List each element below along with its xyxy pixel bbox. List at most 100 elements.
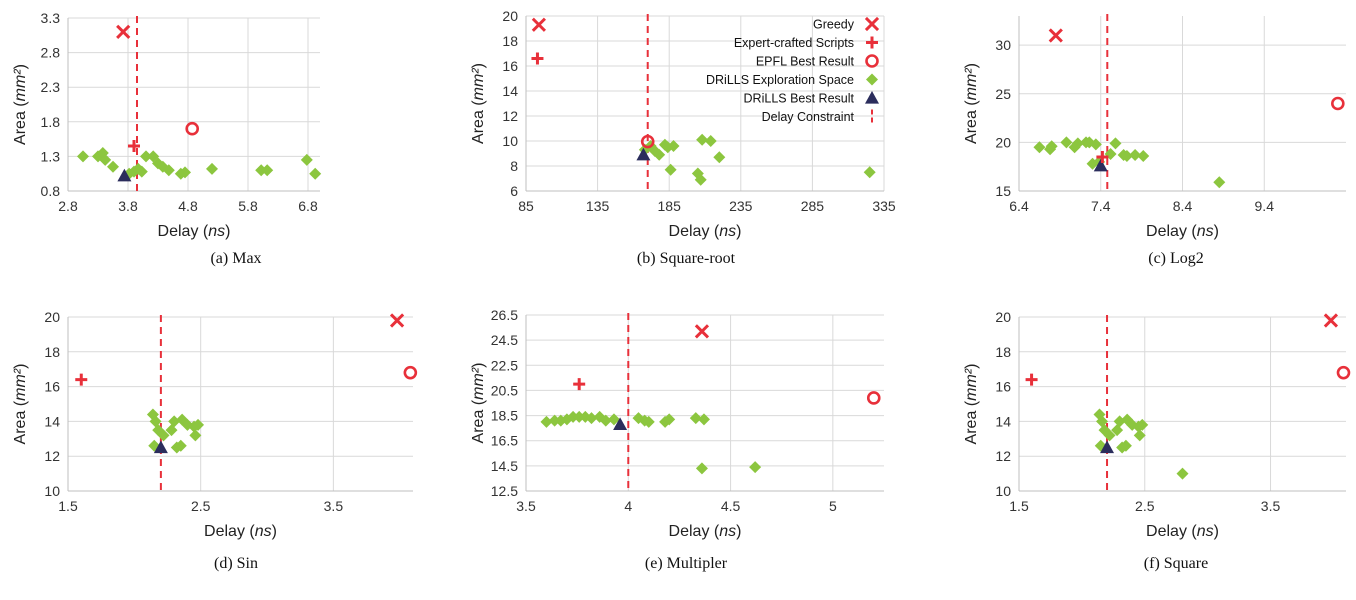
drills-best-point bbox=[117, 168, 132, 182]
exploration-point bbox=[1096, 415, 1109, 428]
exploration-point bbox=[1129, 149, 1142, 162]
drills-best-point bbox=[636, 147, 651, 161]
x-tick-label: 2.8 bbox=[58, 198, 78, 214]
y-tick-label: 8 bbox=[510, 158, 518, 174]
y-tick-label: 3.3 bbox=[41, 10, 61, 26]
exploration-point bbox=[309, 167, 322, 180]
y-tick-label: 24.5 bbox=[491, 332, 518, 348]
y-tick-label: 16 bbox=[995, 379, 1011, 395]
exploration-point bbox=[653, 148, 666, 161]
x-tick-label: 4.5 bbox=[721, 498, 741, 514]
y-tick-label: 14.5 bbox=[491, 458, 518, 474]
exploration-point bbox=[1033, 141, 1046, 154]
y-tick-label: 20 bbox=[44, 309, 60, 325]
expert-script-point bbox=[573, 378, 586, 391]
x-tick-label: 8.4 bbox=[1173, 198, 1193, 214]
epfl-best-point bbox=[640, 134, 655, 149]
exploration-point bbox=[179, 166, 191, 179]
legend-label-explore: DRiLLS Exploration Space bbox=[706, 73, 854, 87]
drills-best-point bbox=[153, 440, 168, 454]
x-axis-title: Delay (ns) bbox=[669, 523, 742, 540]
exploration-point bbox=[149, 415, 162, 428]
exploration-point bbox=[642, 415, 655, 428]
y-axis-title: Area (mm²) bbox=[470, 363, 487, 444]
panel-caption: (f) Square bbox=[1144, 555, 1208, 572]
y-tick-label: 20 bbox=[502, 8, 518, 24]
legend-marker-explore bbox=[866, 73, 878, 86]
y-tick-label: 16 bbox=[502, 58, 518, 74]
exploration-point bbox=[99, 153, 112, 166]
exploration-point bbox=[1089, 138, 1102, 151]
x-tick-label: 2.5 bbox=[191, 498, 211, 514]
legend-label-epfl: EPFL Best Result bbox=[756, 55, 855, 69]
expert-script-point bbox=[1096, 150, 1109, 163]
panel-caption: (a) Max bbox=[210, 250, 261, 267]
scatter-panel-1: 0.8 1.3 1.8 2.3 2.8 3.3 2.8 3.8 4.8 5.8 6.8 Delay (… bbox=[12, 10, 322, 240]
exploration-point bbox=[664, 163, 677, 176]
exploration-point bbox=[174, 439, 187, 452]
exploration-point bbox=[1120, 150, 1133, 162]
epfl-best-point bbox=[1336, 365, 1351, 380]
y-tick-label: 12 bbox=[44, 448, 60, 464]
epfl-best-point bbox=[185, 121, 199, 136]
expert-script-point bbox=[128, 140, 140, 153]
greedy-point bbox=[116, 24, 131, 39]
exploration-point bbox=[192, 418, 205, 431]
exploration-point bbox=[189, 429, 202, 442]
scatter-panel-6: 10 12 14 16 18 20 1.5 2.5 3.5 Delay (ns) Area (mm²… bbox=[963, 309, 1351, 540]
y-tick-label: 20 bbox=[995, 134, 1011, 150]
scatter-panel-5: 12.5 14.5 16.5 18.5 20.5 22.5 24.5 26.5 3.5 4 4.5 5… bbox=[470, 307, 884, 540]
panel-caption: (e) Multipler bbox=[645, 555, 728, 572]
y-tick-label: 10 bbox=[502, 133, 518, 149]
exploration-point bbox=[1136, 418, 1149, 431]
exploration-point bbox=[607, 413, 620, 426]
exploration-point bbox=[695, 462, 708, 475]
y-tick-label: 6 bbox=[510, 183, 518, 199]
exploration-point bbox=[162, 164, 175, 177]
y-tick-label: 2.3 bbox=[41, 79, 61, 95]
y-tick-label: 1.8 bbox=[41, 114, 61, 130]
exploration-point bbox=[696, 133, 709, 146]
y-tick-label: 14 bbox=[502, 83, 518, 99]
legend-marker-epfl bbox=[865, 54, 879, 68]
exploration-point bbox=[697, 413, 710, 426]
y-tick-label: 20.5 bbox=[491, 382, 518, 398]
exploration-point bbox=[1103, 429, 1116, 442]
exploration-point bbox=[540, 415, 553, 428]
exploration-point bbox=[585, 412, 598, 425]
exploration-point bbox=[1045, 140, 1058, 153]
y-tick-label: 0.8 bbox=[41, 183, 61, 199]
legend-marker-drills bbox=[865, 91, 879, 104]
y-axis-title: Area (mm²) bbox=[12, 364, 29, 445]
exploration-point bbox=[689, 412, 702, 425]
exploration-point bbox=[168, 415, 181, 428]
exploration-point bbox=[157, 429, 170, 442]
exploration-point bbox=[206, 162, 218, 175]
exploration-point bbox=[107, 160, 119, 173]
exploration-point bbox=[599, 414, 612, 427]
exploration-point bbox=[77, 150, 89, 163]
exploration-point bbox=[567, 410, 580, 423]
panel-caption: (d) Sin bbox=[214, 555, 258, 572]
exploration-point bbox=[261, 164, 274, 177]
y-tick-label: 20 bbox=[995, 309, 1011, 325]
y-tick-label: 16 bbox=[44, 379, 60, 395]
y-tick-label: 18.5 bbox=[491, 408, 518, 424]
legend-marker-greedy bbox=[864, 16, 880, 32]
legend-marker-expert bbox=[866, 36, 878, 49]
expert-script-point bbox=[75, 373, 88, 386]
drills-best-point bbox=[1093, 158, 1108, 172]
exploration-point bbox=[713, 151, 726, 164]
y-tick-label: 14 bbox=[995, 413, 1011, 429]
x-axis-title: Delay (ns) bbox=[204, 523, 277, 540]
x-tick-label: 6.4 bbox=[1009, 198, 1029, 214]
expert-script-point bbox=[531, 52, 544, 65]
epfl-best-point bbox=[1331, 96, 1345, 111]
exploration-point bbox=[1213, 176, 1226, 189]
legend-label-greedy: Greedy bbox=[813, 18, 855, 32]
greedy-point bbox=[1048, 28, 1063, 43]
greedy-point bbox=[531, 17, 547, 32]
x-tick-label: 185 bbox=[658, 198, 682, 214]
panel-caption: (b) Square-root bbox=[637, 250, 736, 267]
exploration-point bbox=[140, 150, 152, 163]
